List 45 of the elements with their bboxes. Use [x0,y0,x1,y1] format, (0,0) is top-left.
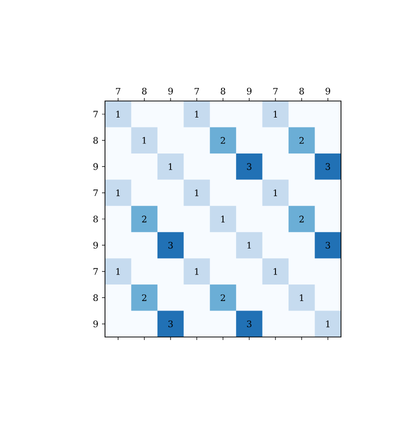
y-tick-label: 7 [94,268,98,275]
data-label: 3 [247,163,252,170]
data-label: 2 [299,216,304,222]
data-label: 2 [299,137,304,144]
data-label: 1 [274,189,278,196]
data-label: 3 [326,242,330,249]
data-label: 1 [274,110,278,118]
data-label: 2 [142,294,146,301]
y-tick-label: 9 [93,242,98,249]
data-label: 3 [326,163,330,170]
x-tick-label: 9 [246,88,252,94]
x-tick-label: 7 [116,88,120,94]
y-tick-label: 8 [93,216,98,222]
data-label: 2 [142,216,146,222]
y-tick-label: 9 [93,320,98,328]
data-label: 1 [221,216,225,222]
x-tick-label: 9 [168,88,173,94]
data-label: 1 [300,294,304,301]
y-tick-label: 8 [93,294,98,302]
data-label: 2 [220,137,225,144]
x-tick-label: 9 [326,88,330,94]
data-label: 1 [326,320,330,328]
data-label: 1 [195,268,198,275]
data-label: 3 [247,320,252,328]
x-tick-label: 8 [299,88,304,94]
x-tick-label: 8 [142,88,147,94]
data-label: 3 [168,242,173,249]
y-tick-label: 8 [93,136,98,144]
data-label: 1 [247,242,251,249]
data-label: 1 [116,268,120,275]
data-label: 1 [142,137,146,144]
y-tick-label: 7 [94,110,98,118]
data-label: 1 [168,163,172,170]
data-label: 3 [168,320,173,328]
data-label: 1 [195,189,198,196]
y-tick-label: 7 [94,190,98,196]
data-label: 1 [274,268,278,275]
data-label: 1 [116,189,120,196]
y-tick-label: 9 [93,163,98,170]
data-label: 1 [195,110,198,118]
x-tick-label: 7 [194,88,199,94]
data-label: 1 [116,110,120,118]
data-label: 2 [220,294,225,301]
x-tick-label: 8 [220,88,226,94]
x-tick-label: 7 [273,88,278,94]
